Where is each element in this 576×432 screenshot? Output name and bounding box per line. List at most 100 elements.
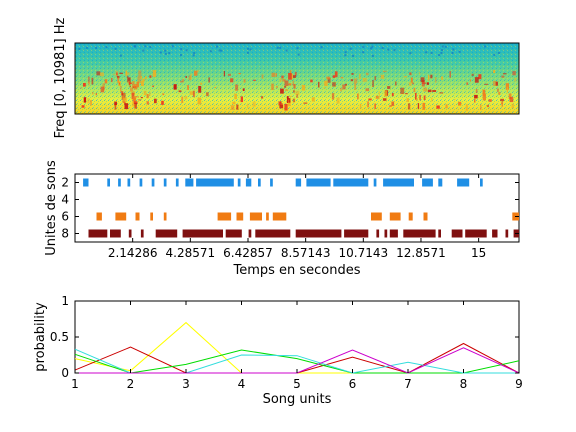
unit-2-event xyxy=(245,178,252,187)
spectrogram-low-energy-mark xyxy=(387,48,390,51)
unit-2-event xyxy=(139,178,143,187)
spectrogram-energy-mark xyxy=(474,94,478,99)
spectrogram-energy-mark xyxy=(504,76,506,78)
spectrogram-low-energy-mark xyxy=(371,45,374,48)
spectrogram-low-energy-mark xyxy=(220,49,223,52)
spectrogram-energy-mark xyxy=(416,98,418,102)
spectrogram-energy-mark xyxy=(184,96,188,100)
spectrogram-energy-mark xyxy=(214,87,217,88)
spectrogram-energy-mark xyxy=(359,103,362,109)
spectrogram-energy-mark xyxy=(133,97,136,101)
spectrogram-energy-mark xyxy=(281,75,284,79)
spectrogram-energy-mark xyxy=(295,90,300,95)
spectrogram-energy-mark xyxy=(95,93,97,96)
spectrogram-energy-mark xyxy=(290,73,294,80)
unit-2-event xyxy=(196,178,234,187)
unit-6-event xyxy=(266,212,269,221)
spectrogram-energy-mark xyxy=(92,91,94,95)
probability-panel: 1 2 3 4 5 6 7 8 9 0 0.5 1 Song units probability xyxy=(33,294,523,407)
spectrogram-energy-mark xyxy=(197,97,202,105)
spectrogram-energy-mark xyxy=(149,91,151,96)
unit-2-event xyxy=(175,178,179,187)
spectrogram-energy-mark xyxy=(327,77,331,83)
unit-2-event xyxy=(295,178,302,187)
spectrogram-energy-mark xyxy=(149,75,152,78)
spectrogram-energy-mark xyxy=(292,80,294,86)
spectrogram-low-energy-mark xyxy=(105,46,108,49)
spectrogram-energy-mark xyxy=(486,104,489,108)
spectrogram-energy-mark xyxy=(419,72,421,75)
spectrogram-low-energy-mark xyxy=(451,52,454,54)
spectrogram-energy-mark xyxy=(511,103,514,109)
unit-8-event xyxy=(389,229,398,238)
spectrogram-energy-mark xyxy=(180,80,184,83)
spectrogram-energy-mark xyxy=(420,77,425,83)
spectrogram-energy-mark xyxy=(480,104,482,110)
spectrogram-low-energy-mark xyxy=(493,53,496,56)
spectrogram-energy-mark xyxy=(284,80,289,86)
probability-x-tick-label: 1 xyxy=(71,377,79,391)
spectrogram-energy-mark xyxy=(284,103,288,111)
spectrogram-energy-mark xyxy=(417,103,420,109)
spectrogram-energy-mark xyxy=(282,79,286,82)
spectrogram-energy-mark xyxy=(123,98,127,102)
spectrogram-energy-mark xyxy=(423,95,426,100)
probability-y-tick-label: 0.5 xyxy=(50,330,69,344)
unit-8-event xyxy=(182,229,223,238)
spectrogram-energy-mark xyxy=(432,90,437,92)
spectrogram-energy-mark xyxy=(114,103,117,110)
spectrogram-energy-mark xyxy=(119,72,123,74)
unit-8-event xyxy=(344,229,369,238)
unit-2-event xyxy=(422,178,433,187)
spectrogram-energy-mark xyxy=(279,78,282,82)
spectrogram-energy-mark xyxy=(134,103,137,109)
spectrogram-energy-mark xyxy=(138,70,142,77)
spectrogram-low-energy-mark xyxy=(458,50,461,53)
spectrogram-energy-mark xyxy=(375,96,380,100)
spectrogram-low-energy-mark xyxy=(425,51,428,54)
spectrogram-energy-mark xyxy=(96,71,101,76)
unit-2-event xyxy=(333,178,369,187)
spectrogram-energy-mark xyxy=(178,90,182,93)
spectrogram-energy-mark xyxy=(426,82,429,85)
unit-6-event xyxy=(150,212,153,221)
units-x-tick-label: 4.28571 xyxy=(166,246,216,260)
spectrogram-energy-mark xyxy=(509,96,514,103)
spectrogram-energy-mark xyxy=(501,75,505,78)
spectrogram-energy-mark xyxy=(482,93,486,101)
spectrogram-low-energy-mark xyxy=(249,48,252,51)
spectrogram-energy-mark xyxy=(505,83,509,90)
spectrogram-energy-mark xyxy=(435,77,437,83)
unit-2-event xyxy=(185,178,194,187)
probability-xlabel: Song units xyxy=(263,392,332,407)
spectrogram-energy-mark xyxy=(413,87,416,93)
unit-8-event xyxy=(88,229,108,238)
spectrogram-energy-mark xyxy=(227,73,231,76)
spectrogram-low-energy-mark xyxy=(144,45,147,48)
spectrogram-energy-mark xyxy=(200,82,203,85)
unit-8-event xyxy=(110,229,121,238)
probability-x-tick-label: 9 xyxy=(515,377,523,391)
spectrogram-energy-mark xyxy=(340,87,342,92)
spectrogram-energy-mark xyxy=(365,88,370,92)
unit-2-event xyxy=(373,178,377,187)
spectrogram-energy-mark xyxy=(131,92,135,100)
spectrogram-energy-mark xyxy=(474,98,476,103)
spectrogram-energy-mark xyxy=(146,101,149,105)
spectrogram-low-energy-mark xyxy=(164,49,167,52)
spectrogram-energy-mark xyxy=(430,97,433,102)
spectrogram-energy-mark xyxy=(280,103,283,105)
spectrogram-low-energy-mark xyxy=(452,48,455,51)
spectrogram-energy-mark xyxy=(261,96,264,99)
unit-8-event xyxy=(295,229,342,238)
spectrogram-low-energy-mark xyxy=(209,50,212,53)
spectrogram-energy-mark xyxy=(185,76,187,78)
spectrogram-energy-mark xyxy=(422,82,426,84)
units-x-tick-label: 10.7143 xyxy=(338,246,388,260)
spectrogram-energy-mark xyxy=(197,70,199,73)
spectrogram-energy-mark xyxy=(130,87,134,92)
unit-6-event xyxy=(272,212,287,221)
spectrogram-ylabel: Freq [0, 10981] Hz xyxy=(53,17,68,138)
unit-2-event xyxy=(457,178,470,187)
spectrogram-energy-mark xyxy=(132,102,136,107)
